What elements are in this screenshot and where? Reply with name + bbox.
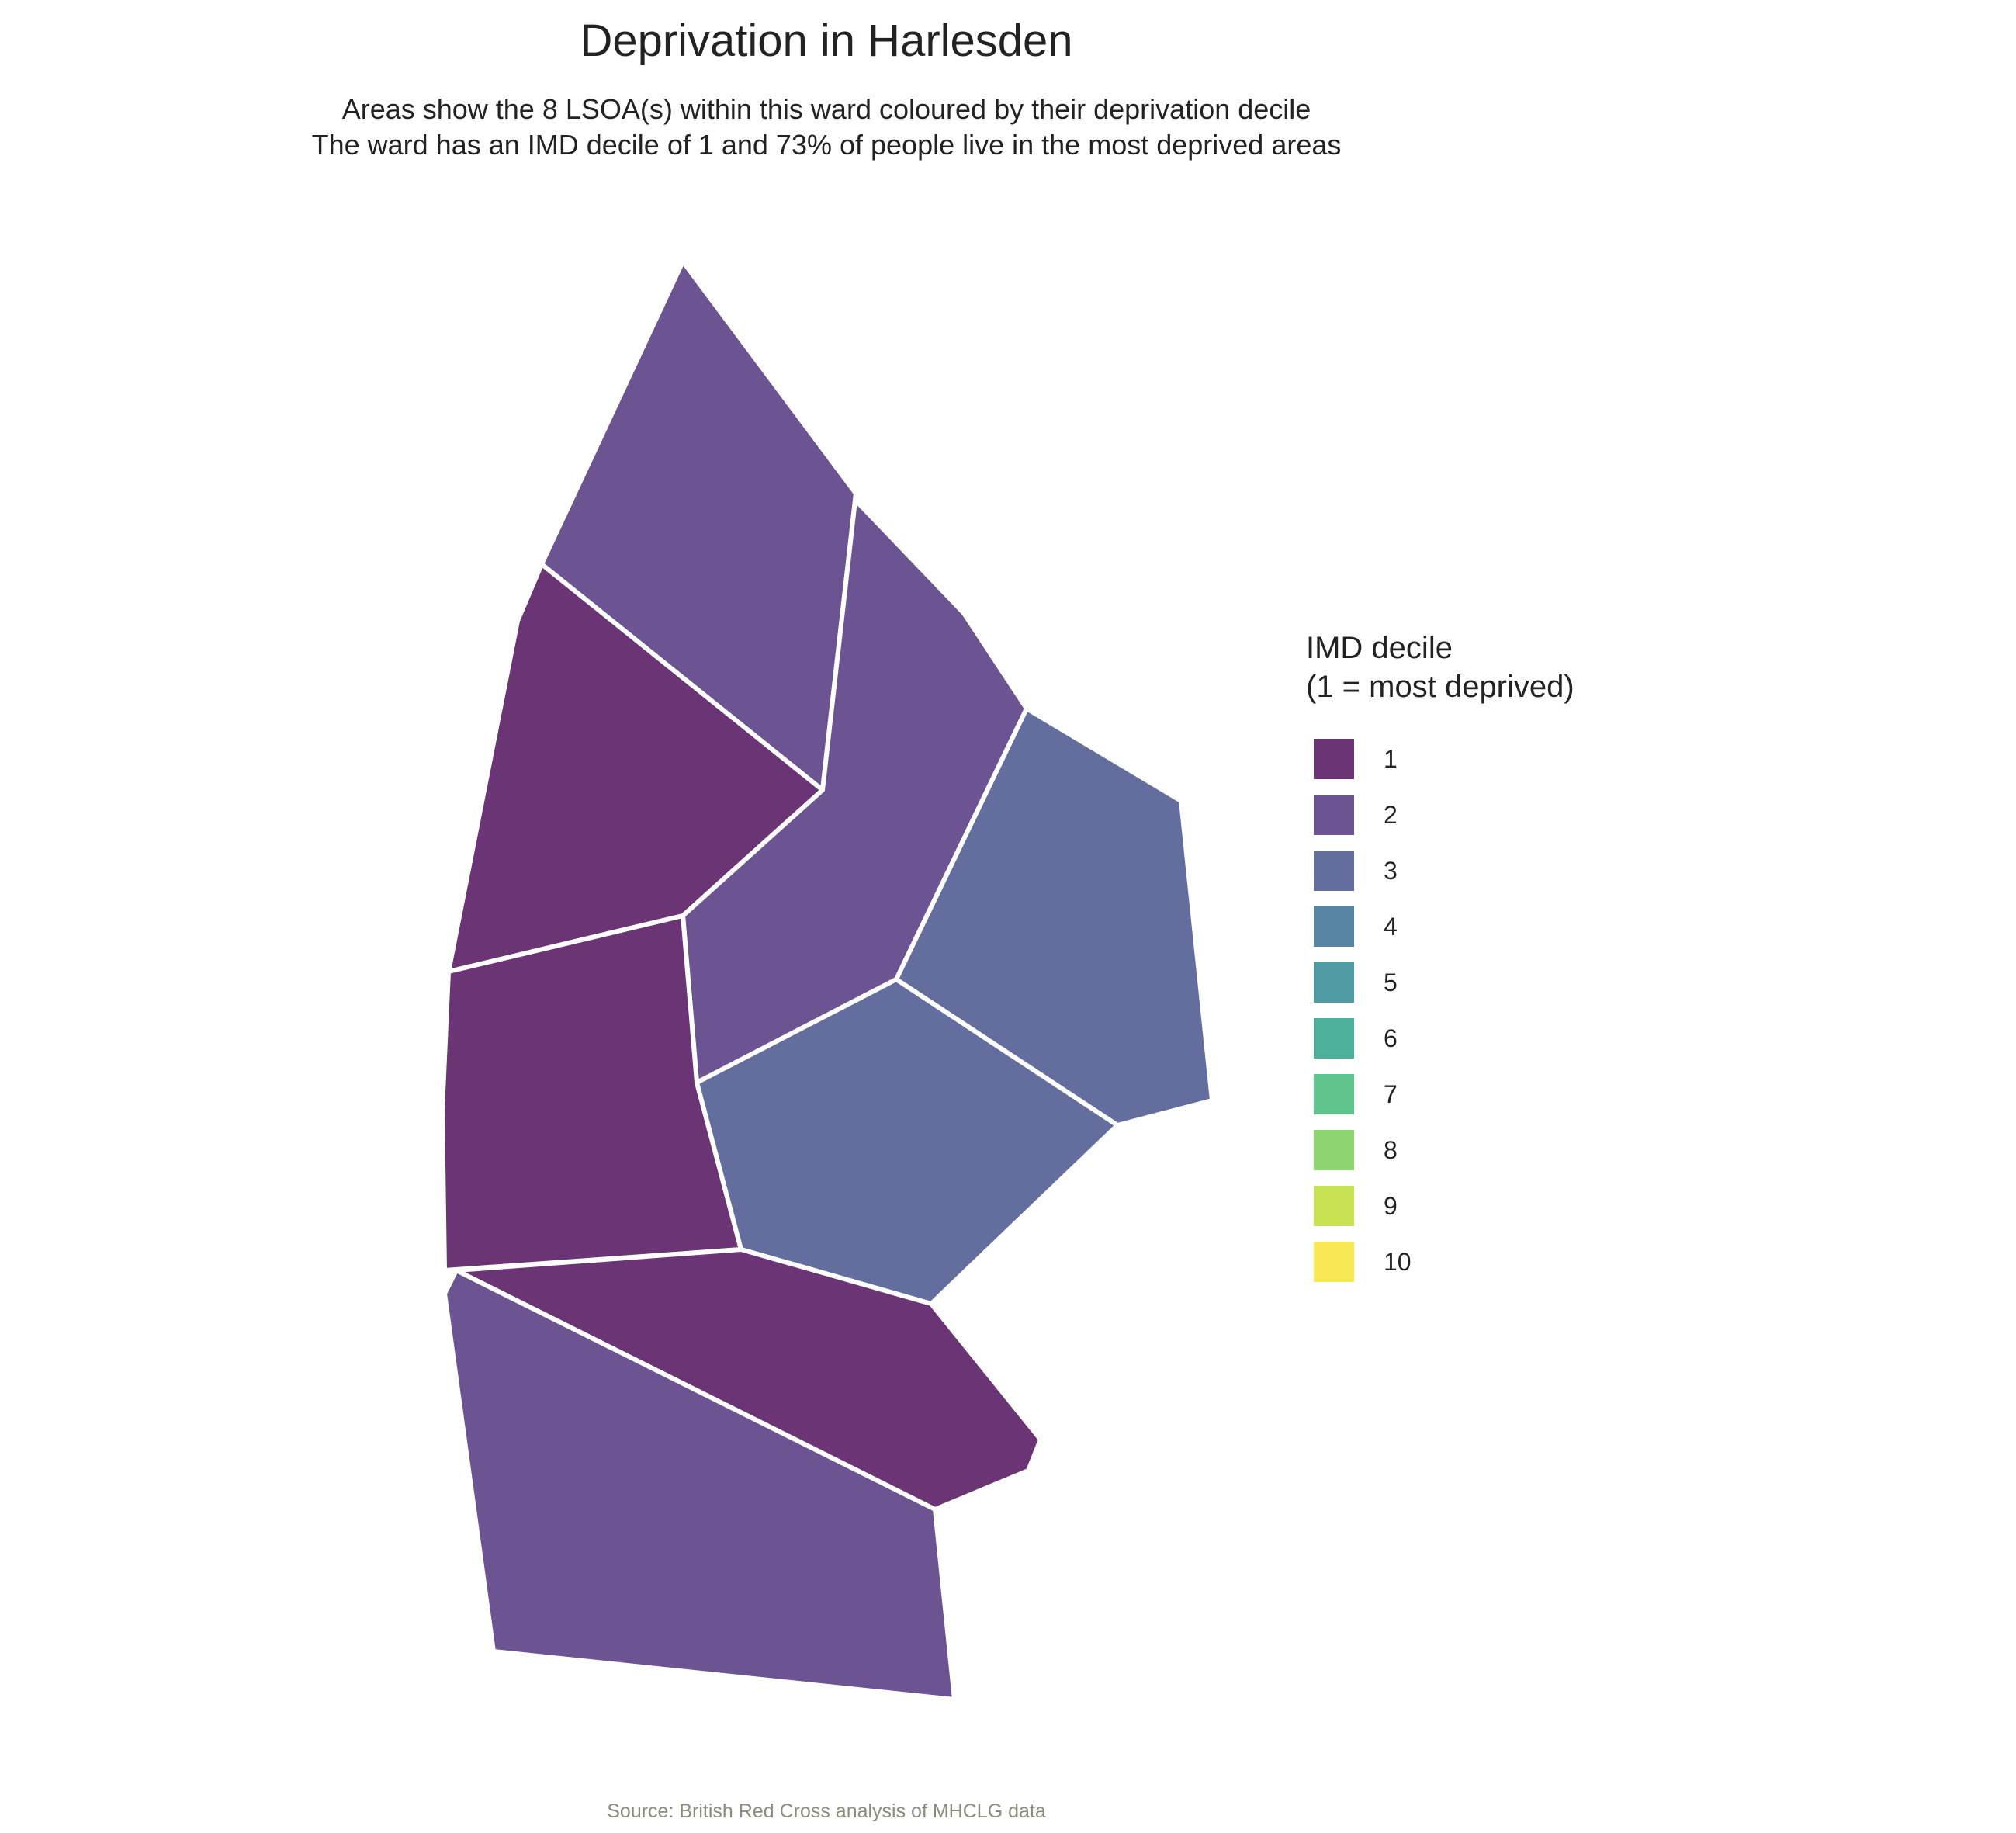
legend-swatch bbox=[1314, 851, 1354, 891]
legend-item: 9 bbox=[1314, 1178, 1574, 1234]
subtitle-line-2: The ward has an IMD decile of 1 and 73% … bbox=[311, 129, 1342, 161]
legend-label: 7 bbox=[1384, 1079, 1398, 1108]
legend-title-line-2: (1 = most deprived) bbox=[1306, 670, 1574, 704]
legend-swatch bbox=[1314, 906, 1354, 947]
legend-swatch bbox=[1314, 1018, 1354, 1059]
lsoa-area-east[interactable] bbox=[894, 706, 1214, 1128]
legend-swatch bbox=[1314, 1074, 1354, 1114]
legend-swatch bbox=[1314, 739, 1354, 779]
legend-item: 8 bbox=[1314, 1122, 1574, 1178]
legend-item: 10 bbox=[1314, 1234, 1574, 1290]
legend-label: 2 bbox=[1384, 800, 1398, 829]
legend-label: 5 bbox=[1384, 968, 1398, 996]
lsoa-area-central[interactable] bbox=[695, 977, 1120, 1306]
legend: IMD decile (1 = most deprived) 1 2 3 4 5… bbox=[1306, 629, 1574, 1290]
legend-swatch bbox=[1314, 1130, 1354, 1170]
legend-item: 7 bbox=[1314, 1066, 1574, 1122]
map-title: Deprivation in Harlesden bbox=[580, 16, 1073, 66]
legend-label: 9 bbox=[1384, 1191, 1398, 1220]
legend-label: 6 bbox=[1384, 1024, 1398, 1052]
subtitle-line-1: Areas show the 8 LSOA(s) within this war… bbox=[341, 93, 1311, 125]
legend-swatch bbox=[1314, 962, 1354, 1003]
legend-title-line-1: IMD decile bbox=[1306, 631, 1453, 665]
legend-swatch bbox=[1314, 1242, 1354, 1282]
legend-label: 4 bbox=[1384, 912, 1398, 941]
legend-swatch bbox=[1314, 795, 1354, 835]
legend-item: 2 bbox=[1314, 787, 1574, 843]
legend-swatch bbox=[1314, 1186, 1354, 1226]
lsoa-areas bbox=[440, 259, 1214, 1702]
legend-item: 1 bbox=[1314, 731, 1574, 787]
legend-item: 4 bbox=[1314, 899, 1574, 955]
legend-label: 1 bbox=[1384, 744, 1398, 773]
legend-label: 10 bbox=[1384, 1247, 1412, 1276]
legend-item: 5 bbox=[1314, 955, 1574, 1010]
legend-label: 8 bbox=[1384, 1135, 1398, 1164]
legend-label: 3 bbox=[1384, 856, 1398, 885]
legend-item: 6 bbox=[1314, 1010, 1574, 1066]
lsoa-area-southwest[interactable] bbox=[442, 1268, 957, 1702]
legend-title: IMD decile (1 = most deprived) bbox=[1306, 629, 1574, 706]
legend-item: 3 bbox=[1314, 843, 1574, 899]
source-caption: Source: British Red Cross analysis of MH… bbox=[607, 1800, 1046, 1822]
map-subtitle: Areas show the 8 LSOA(s) within this war… bbox=[0, 92, 1653, 163]
